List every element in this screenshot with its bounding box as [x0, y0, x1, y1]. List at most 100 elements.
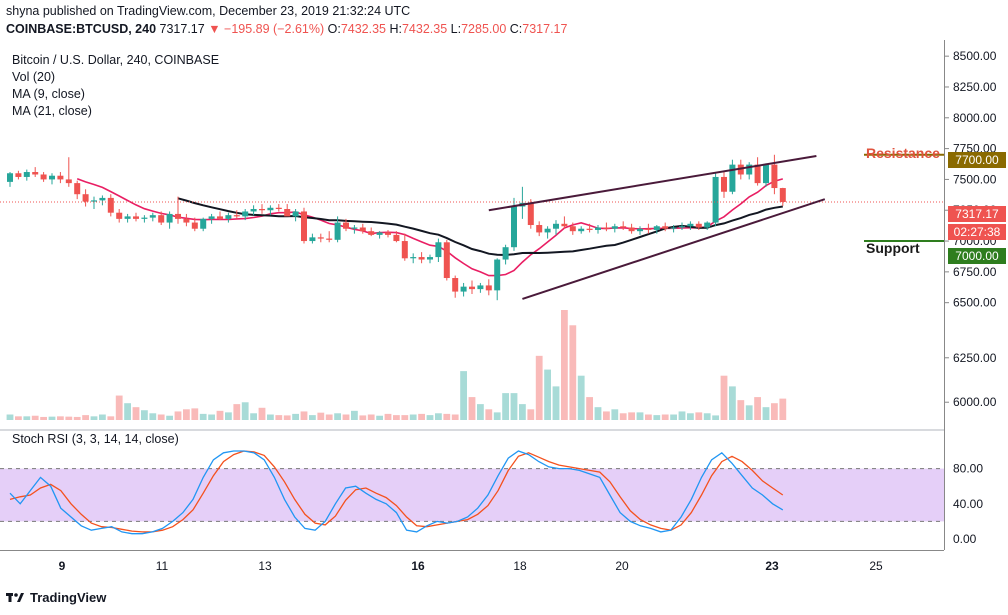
volume-bar — [99, 414, 106, 420]
candle-body — [158, 215, 165, 223]
candle-body — [771, 164, 778, 189]
volume-bar — [166, 415, 173, 420]
time-tick-label: 11 — [156, 559, 169, 573]
candle-body — [242, 211, 249, 217]
candle-body — [485, 285, 492, 291]
candle-body — [301, 211, 307, 242]
volume-bar — [619, 413, 627, 420]
legend-stoch-rsi[interactable]: Stoch RSI (3, 3, 14, 14, close) — [12, 432, 179, 446]
volume-bar — [510, 393, 518, 420]
candle-body — [746, 164, 753, 175]
volume-bar — [426, 415, 434, 420]
candle-body — [645, 228, 652, 230]
price-tick-label: 7500.00 — [953, 172, 997, 186]
volume-bar — [90, 416, 98, 420]
candle-body — [351, 227, 358, 229]
candle-body — [166, 213, 173, 223]
upper-trendline — [488, 155, 817, 212]
candle-body — [401, 241, 408, 259]
volume-bar — [435, 413, 442, 420]
candle-body — [712, 176, 719, 223]
support-annotation: Support — [866, 240, 920, 256]
candle-body — [309, 237, 316, 242]
volume-bar — [376, 415, 383, 420]
volume-bar — [82, 415, 89, 420]
volume-bar — [132, 407, 140, 420]
candle-body — [385, 232, 391, 235]
candle-body — [259, 209, 265, 211]
candle-body — [679, 226, 685, 228]
volume-bar — [275, 415, 283, 420]
volume-bar — [283, 415, 291, 420]
stoch-rsi-d-line — [9, 450, 784, 533]
tradingview-logo[interactable]: TradingView — [6, 590, 106, 605]
price-axis[interactable]: 8500.008250.008000.007750.007500.007250.… — [944, 40, 1008, 550]
high-value: 7432.35 — [401, 22, 448, 36]
open-value: 7432.35 — [340, 22, 386, 36]
candle-body — [460, 286, 467, 292]
candle-body — [620, 226, 627, 228]
candle-body — [107, 197, 114, 213]
volume-bar — [31, 415, 39, 420]
candle-body — [82, 194, 89, 202]
candle-body — [292, 211, 299, 217]
candle-body — [704, 222, 711, 228]
chart-area[interactable] — [0, 40, 944, 550]
legend-ma21[interactable]: MA (21, close) — [12, 104, 92, 118]
ma21-line — [177, 197, 783, 257]
volume-bar — [23, 416, 31, 420]
candle-body — [7, 173, 13, 182]
volume-bar — [569, 325, 577, 420]
candle-body — [561, 223, 568, 227]
candle-body — [729, 164, 736, 192]
candle-body — [393, 234, 400, 242]
candle-body — [368, 231, 375, 235]
volume-bar — [754, 397, 761, 420]
down-arrow-icon: ▼ — [208, 22, 221, 36]
candle-body — [133, 216, 139, 219]
candle-body — [275, 207, 282, 209]
volume-bar — [73, 416, 81, 420]
symbol-label: COINBASE:BTCUSD, 240 — [6, 22, 157, 36]
volume-bar — [292, 413, 299, 420]
candle-body — [452, 278, 459, 292]
candle-body — [208, 216, 215, 219]
chart-svg[interactable] — [0, 40, 944, 550]
volume-bar — [393, 415, 400, 420]
low-value: 7285.00 — [461, 22, 507, 36]
volume-bar — [561, 310, 568, 420]
candle-body — [141, 217, 148, 219]
candle-body — [536, 225, 543, 233]
candle-body — [217, 216, 223, 219]
candle-body — [410, 257, 417, 259]
volume-bar — [603, 411, 610, 420]
volume-bar — [57, 416, 64, 420]
candle-body — [74, 183, 81, 195]
time-tick-label: 16 — [411, 559, 425, 573]
volume-bar — [628, 412, 635, 420]
volume-bar — [645, 414, 652, 420]
volume-bar — [670, 414, 677, 420]
candle-body — [721, 176, 727, 192]
candle-body — [427, 257, 433, 260]
candle-body — [326, 238, 333, 240]
price-tick-label: 8500.00 — [953, 49, 997, 63]
time-axis[interactable]: 9 11 13 16 18 20 23 25 — [0, 550, 944, 579]
price-tick-label: 6250.00 — [953, 351, 997, 365]
candle-body — [175, 213, 181, 219]
time-axis-svg: 9 11 13 16 18 20 23 25 — [59, 559, 883, 573]
volume-bar — [771, 403, 778, 420]
volume-bar — [695, 412, 703, 420]
legend-volume[interactable]: Vol (20) — [12, 70, 56, 84]
series-title[interactable]: Bitcoin / U.S. Dollar, 240, COINBASE — [12, 53, 220, 67]
candle-body — [502, 247, 509, 260]
candle-body — [32, 172, 39, 175]
time-tick-label: 20 — [615, 559, 629, 573]
volume-bar — [779, 398, 787, 420]
volume-bar — [384, 413, 392, 420]
time-tick-label: 25 — [869, 559, 883, 573]
volume-bar — [124, 403, 131, 420]
legend-ma9[interactable]: MA (9, close) — [12, 87, 85, 101]
volume-bar — [729, 386, 736, 420]
bar-countdown-label: 02:27:38 — [948, 224, 1006, 240]
